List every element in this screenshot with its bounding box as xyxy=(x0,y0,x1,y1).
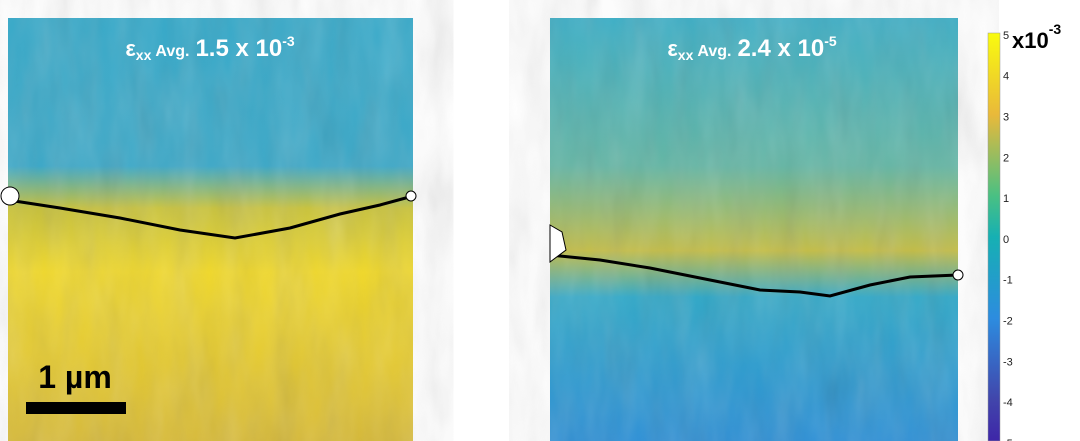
colorbar-tick-label: 5 xyxy=(1003,30,1009,42)
colorbar-tick-label: -2 xyxy=(1003,316,1013,328)
figure: εxxAvg.1.5 x 10-3 1 µm εxxAvg.2.4 x 10-5… xyxy=(0,0,1080,441)
colorbar-tick-label: 2 xyxy=(1003,152,1009,164)
colorbar-tick-label: 4 xyxy=(1003,71,1009,83)
colorbar-tick-label: -3 xyxy=(1003,356,1013,368)
scale-bar-label: 1 µm xyxy=(38,359,112,395)
colorbar-tick-label: 3 xyxy=(1003,112,1009,124)
colorbar-tick-label: 0 xyxy=(1003,234,1009,246)
scale-bar xyxy=(26,402,126,414)
colorbar-tick-label: -4 xyxy=(1003,397,1013,409)
colorbar-tick-label: -1 xyxy=(1003,275,1013,287)
colorbar-multiplier: x10-3 xyxy=(1012,21,1061,53)
colorbar-tick-label: 1 xyxy=(1003,193,1009,205)
